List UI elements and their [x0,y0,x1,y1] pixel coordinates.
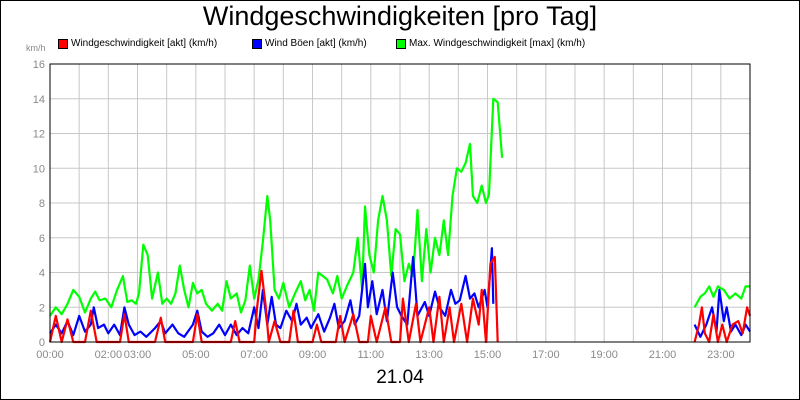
y-tick-label: 14 [33,94,45,106]
legend-swatch-gusts [252,38,262,49]
x-tick-label: 23:00 [707,349,735,361]
series-line-gusts [693,288,751,338]
x-tick-label: 15:00 [474,349,502,361]
legend-item-speed: Windgeschwindigkeit [akt] (km/h) [58,38,217,49]
y-tick-label: 4 [39,268,45,280]
legend-item-max: Max. Windgeschwindigkeit [max] (km/h) [396,38,585,49]
x-tick-label: 02:00 [95,349,123,361]
series-line-speed [693,306,752,344]
x-tick-label: 11:00 [357,349,384,361]
x-axis-date-label: 21.04 [376,367,424,388]
x-tick-label: 07:00 [240,349,268,361]
x-tick-label: 03:00 [124,349,152,361]
legend-swatch-speed [58,38,68,49]
x-tick-label: 05:00 [182,349,210,361]
y-tick-label: 2 [39,302,45,314]
legend-label-max: Max. Windgeschwindigkeit [max] (km/h) [409,38,586,49]
y-tick-label: 10 [33,163,45,175]
y-tick-label: 12 [33,129,45,141]
legend-swatch-max [396,38,406,49]
legend-item-gusts: Wind Böen [akt] (km/h) [252,38,367,49]
x-tick-label: 09:00 [299,349,327,361]
plot-border [49,63,751,343]
x-tick-label: 17:00 [532,349,560,361]
legend-label-speed: Windgeschwindigkeit [akt] (km/h) [71,38,218,49]
y-tick-label: 16 [33,59,45,71]
x-tick-label: 00:00 [36,349,64,361]
y-tick-label: 8 [39,198,45,210]
x-tick-label: 13:00 [415,349,443,361]
y-tick-label: 6 [39,233,45,245]
legend-label-gusts: Wind Böen [akt] (km/h) [265,38,367,49]
x-tick-label: 21:00 [649,349,677,361]
series-line-max [49,97,504,317]
x-tick-label: 19:00 [590,349,618,361]
y-axis-unit-label: km/h [26,43,46,53]
series-line-max [693,285,750,308]
chart-title: Windgeschwindigkeiten [pro Tag] [202,1,598,31]
y-tick-label: 0 [39,337,45,349]
